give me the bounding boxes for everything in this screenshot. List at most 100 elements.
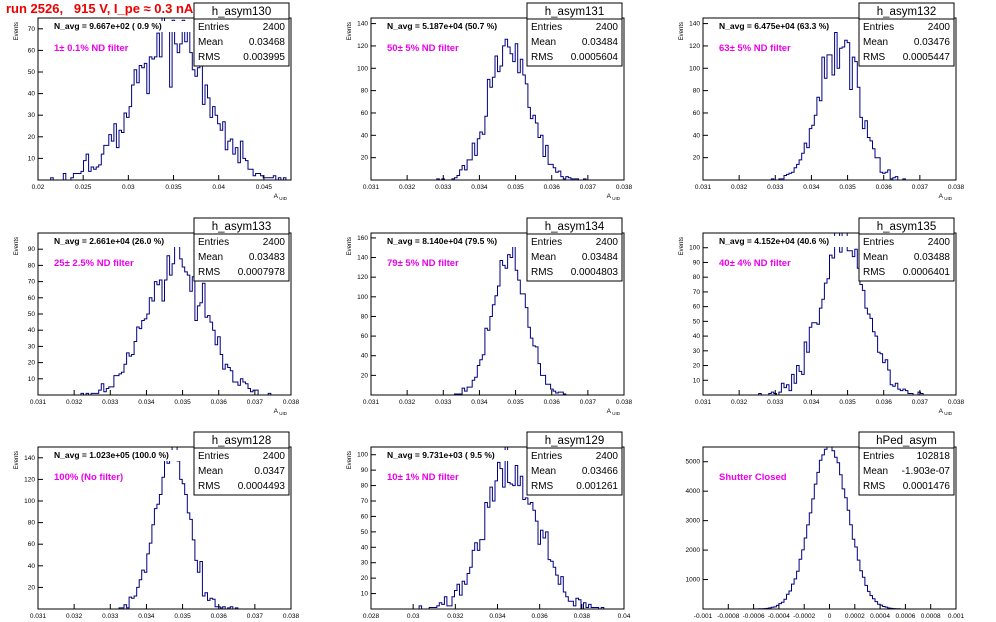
x-tick-label: 0.0004 <box>870 613 890 620</box>
y-tick-label: 2000 <box>686 547 701 554</box>
y-tick-label: 100 <box>689 245 700 252</box>
stats-label: RMS <box>531 481 554 492</box>
y-tick-label: 60 <box>28 541 36 548</box>
x-axis-label: A UID <box>939 408 953 416</box>
y-tick-label: 120 <box>24 476 35 483</box>
x-tick-label: 0.037 <box>580 184 597 191</box>
histogram-name: h_asym132 <box>877 6 936 18</box>
x-tick-label: 0.028 <box>363 613 380 620</box>
x-tick-label: 0.038 <box>948 399 965 406</box>
x-tick-label: 0.033 <box>435 399 452 406</box>
panel-hPed_asym: -0.001 -0.0008 -0.0006 -0.0004 -0.0002 0 0.000… <box>686 431 965 620</box>
y-tick-label: 40 <box>28 563 36 570</box>
stats-value: 0.03484 <box>582 252 619 263</box>
y-tick-label: 30 <box>28 343 36 350</box>
plot-frame <box>37 446 292 610</box>
stats-value: 0.0001476 <box>903 481 951 492</box>
plot-frame <box>37 17 292 181</box>
filter-label: 40± 4% ND filter <box>719 258 791 269</box>
x-tick-label: -0.0008 <box>717 613 739 620</box>
x-tick-label: 0.0008 <box>921 613 941 620</box>
x-tick-label: 0.04 <box>618 613 631 620</box>
x-tick-label: 0.037 <box>247 399 264 406</box>
x-tick-label: 0.036 <box>211 399 228 406</box>
x-tick-label: 0.045 <box>256 184 273 191</box>
stats-value: 2400 <box>596 237 619 248</box>
y-tick-label: 40 <box>693 132 701 139</box>
stats-value: 0.0006401 <box>903 267 951 278</box>
x-tick-label: 0.034 <box>138 399 155 406</box>
x-tick-label: 0.033 <box>767 399 784 406</box>
filter-label: 63± 5% ND filter <box>719 43 791 54</box>
stats-label: Entries <box>531 22 562 33</box>
x-tick-label: -0.0004 <box>768 613 790 620</box>
x-tick-label: 0.0002 <box>845 613 865 620</box>
y-tick-label: 60 <box>361 333 369 340</box>
y-tick-label: 100 <box>357 65 368 72</box>
x-tick-label: 0.032 <box>399 399 416 406</box>
x-tick-label: 0.035 <box>165 184 182 191</box>
stats-value: 0.0004493 <box>238 481 286 492</box>
x-tick-label: 0.032 <box>399 184 416 191</box>
y-tick-label: 10 <box>28 155 36 162</box>
y-tick-label: 100 <box>689 65 700 72</box>
y-tick-label: 20 <box>693 155 701 162</box>
stats-value: 0.0347 <box>254 466 285 477</box>
stats-value: 2400 <box>928 237 951 248</box>
x-tick-label: 0.038 <box>283 613 300 620</box>
y-tick-label: 4000 <box>686 488 701 495</box>
y-tick-label: 120 <box>357 43 368 50</box>
x-tick-label: 0.035 <box>507 184 524 191</box>
x-tick-label: 0 <box>828 613 832 620</box>
stats-value: 0.03484 <box>582 37 619 48</box>
y-tick-label: 40 <box>361 544 369 551</box>
x-tick-label: -0.001 <box>694 613 713 620</box>
n-avg-label: N_avg = 9.667e+02 ( 0.9 %) <box>54 21 162 31</box>
y-tick-label: 100 <box>357 452 368 459</box>
stats-label: RMS <box>198 267 221 278</box>
x-tick-label: 0.025 <box>75 184 92 191</box>
n-avg-bg <box>385 21 525 32</box>
x-tick-label: 0.04 <box>212 184 225 191</box>
x-tick-label: 0.031 <box>695 184 712 191</box>
stats-value: 2400 <box>263 237 286 248</box>
stats-label: RMS <box>863 52 886 63</box>
stats-value: 2400 <box>596 451 619 462</box>
histogram-name: h_asym128 <box>212 435 271 447</box>
x-tick-label: 0.034 <box>803 184 820 191</box>
x-axis-label: A UID <box>607 408 621 416</box>
stats-label: Entries <box>531 451 562 462</box>
stats-label: Mean <box>198 252 223 263</box>
panel-h_asym129: 0.028 0.03 0.032 0.034 0.036 0.038 0.04 10 20 30 4… <box>347 431 631 620</box>
stats-label: Entries <box>863 237 894 248</box>
stats-box <box>526 2 623 67</box>
y-tick-label: 40 <box>28 327 36 334</box>
stats-value: 2400 <box>263 22 286 33</box>
stats-label: Entries <box>531 237 562 248</box>
stats-value: 0.03466 <box>582 466 619 477</box>
y-tick-label: 70 <box>361 498 369 505</box>
x-axis-label: A UID <box>939 193 953 201</box>
y-tick-label: 5000 <box>686 459 701 466</box>
x-tick-label: 0.034 <box>489 613 506 620</box>
stats-value: 0.0007978 <box>238 267 286 278</box>
x-tick-label: 0.037 <box>912 399 929 406</box>
y-tick-label: 120 <box>357 274 368 281</box>
n-avg-label: N_avg = 5.187e+04 (50.7 %) <box>387 21 497 31</box>
x-tick-label: 0.0006 <box>895 613 915 620</box>
y-tick-label: 10 <box>28 376 36 383</box>
y-axis-label: Events <box>347 237 353 255</box>
y-tick-label: 90 <box>28 246 36 253</box>
n-avg-label: N_avg = 2.661e+04 (26.0 %) <box>54 236 164 246</box>
y-tick-label: 140 <box>357 255 368 262</box>
stats-label: Mean <box>531 37 556 48</box>
x-tick-label: 0.03 <box>407 613 420 620</box>
n-avg-bg <box>52 450 192 461</box>
x-tick-label: 0.001 <box>948 613 965 620</box>
y-tick-label: 30 <box>361 560 369 567</box>
panel-h_asym132: 0.031 0.032 0.033 0.034 0.035 0.036 0.037 0.038… <box>679 2 965 201</box>
stats-value: 0.003995 <box>243 52 285 63</box>
y-axis-label: Events <box>14 22 20 40</box>
filter-label: 79± 5% ND filter <box>387 258 459 269</box>
stats-value: 2400 <box>263 451 286 462</box>
